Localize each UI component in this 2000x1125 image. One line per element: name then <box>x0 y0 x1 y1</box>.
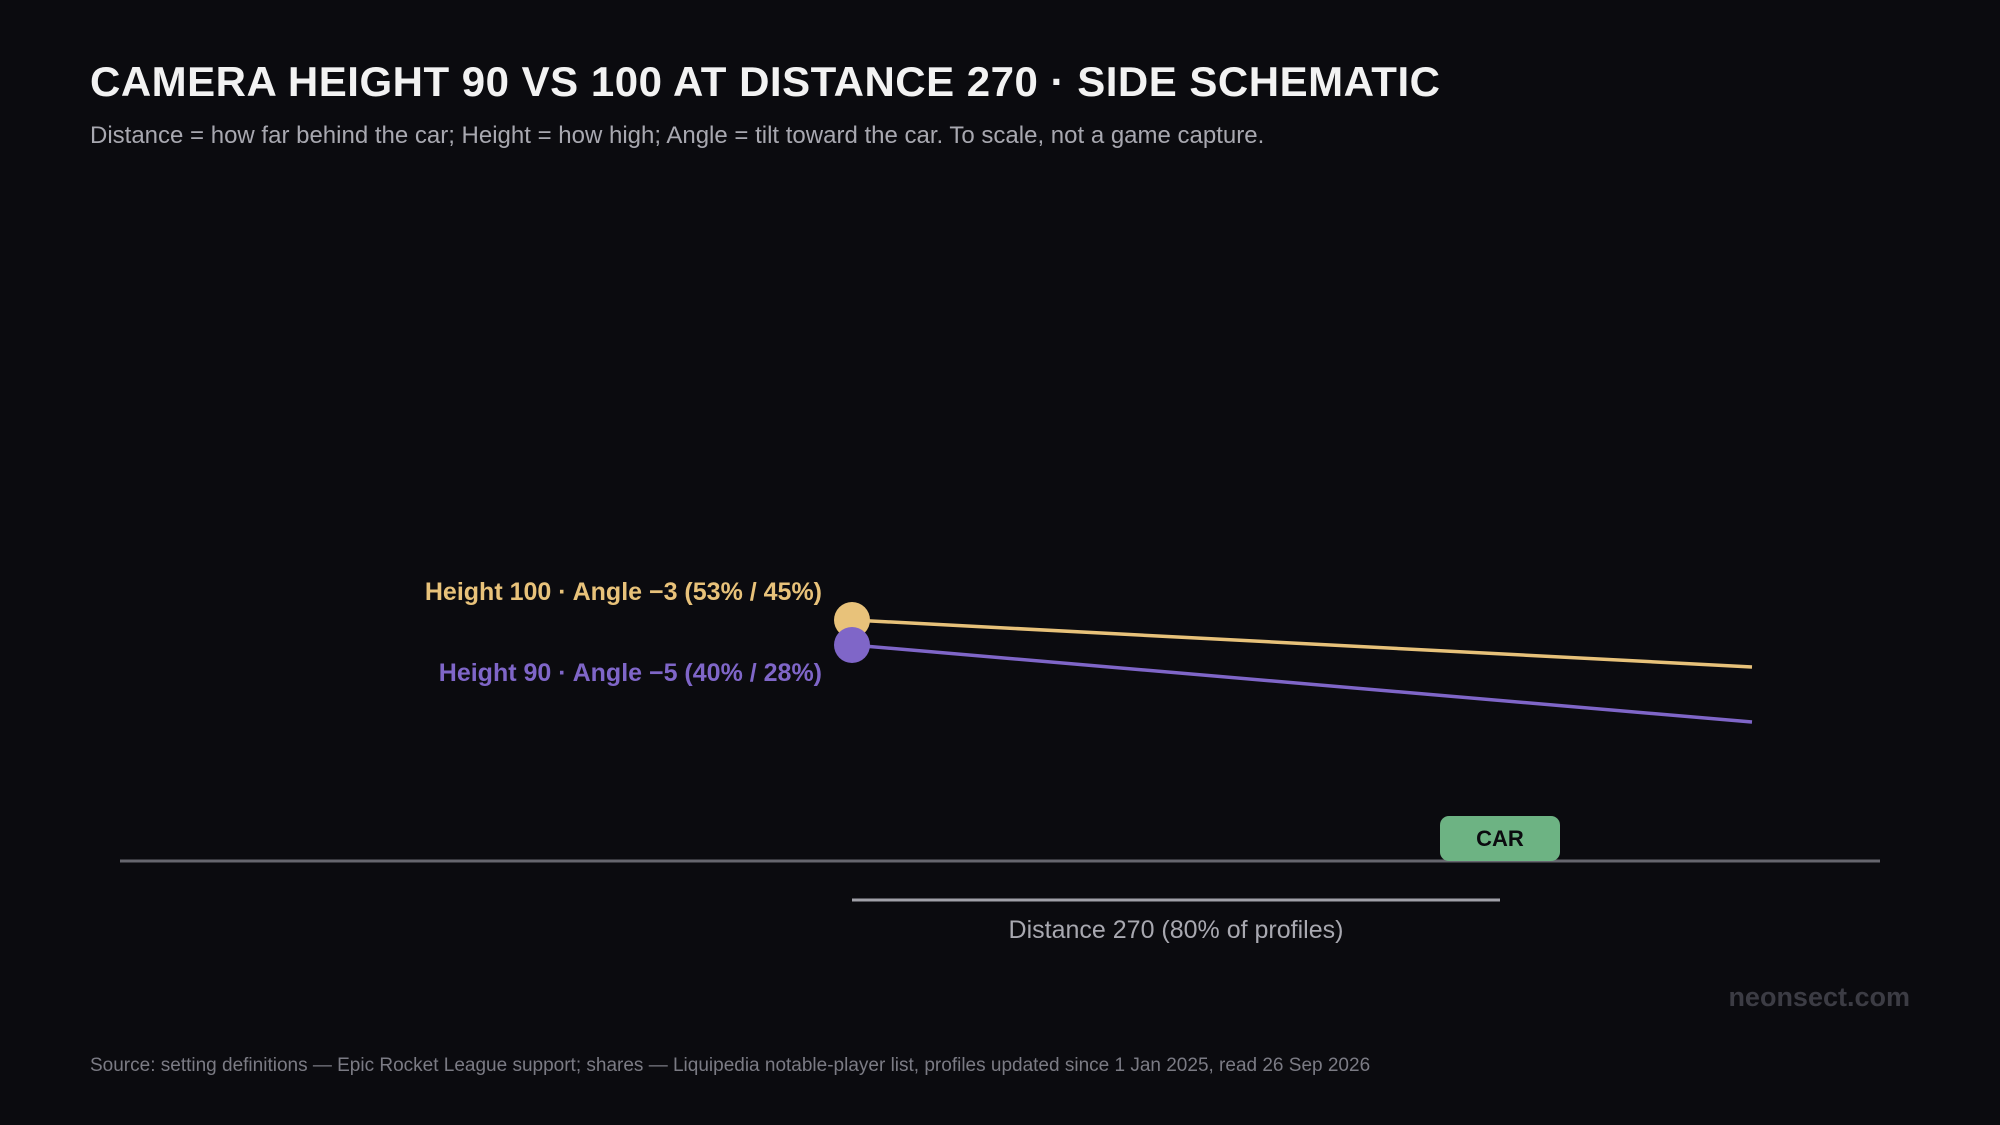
camera-label-height-100: Height 100 · Angle −3 (53% / 45%) <box>425 578 822 606</box>
camera-sightline-height-90 <box>851 643 1753 724</box>
camera-marker-height-100 <box>834 602 870 638</box>
camera-marker-height-90 <box>834 627 870 663</box>
camera-label-height-90: Height 90 · Angle −5 (40% / 28%) <box>439 659 822 687</box>
source-note: Source: setting definitions — Epic Rocke… <box>90 1055 1371 1076</box>
page-subtitle: Distance = how far behind the car; Heigh… <box>90 122 1265 149</box>
car-label: CAR <box>1476 826 1524 851</box>
camera-sightline-height-100 <box>851 618 1753 669</box>
page-title: CAMERA HEIGHT 90 VS 100 AT DISTANCE 270 … <box>90 58 1441 105</box>
distance-label: Distance 270 (80% of profiles) <box>1009 916 1344 944</box>
watermark: neonsect.com <box>1728 982 1910 1012</box>
car-marker <box>1440 816 1560 861</box>
